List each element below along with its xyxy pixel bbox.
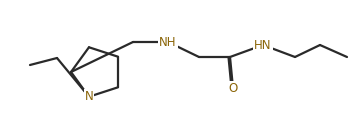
Text: O: O	[229, 81, 238, 94]
Text: NH: NH	[159, 36, 177, 48]
Text: HN: HN	[254, 38, 272, 52]
Text: N: N	[85, 90, 93, 103]
